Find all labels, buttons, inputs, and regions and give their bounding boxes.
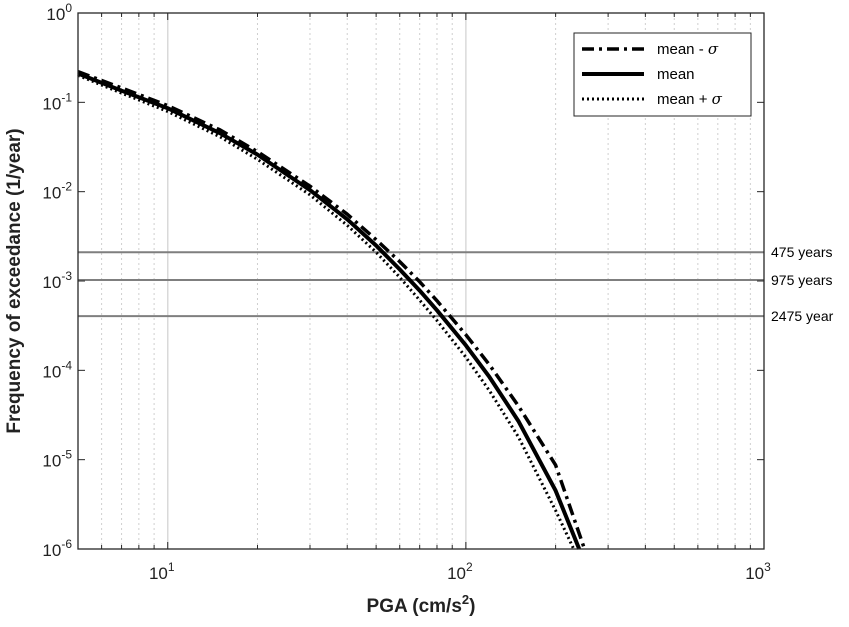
- y-axis-title: Frequency of exceedance (1/year): [4, 128, 25, 433]
- tick-marks: [77, 12, 764, 550]
- y-tick-label: 10-4: [42, 358, 72, 381]
- x-tick-label: 103: [745, 560, 771, 583]
- y-tick-label: 100: [46, 1, 72, 24]
- x-axis-title-superscript: 2: [462, 592, 469, 607]
- series-lines: [77, 70, 587, 550]
- series-line-dashdot: [77, 70, 587, 550]
- series-line-solid: [77, 71, 582, 550]
- legend-entry-label: mean - σ: [657, 40, 719, 58]
- reference-line-label: 475 years: [771, 244, 832, 260]
- y-tick-label: 10-6: [42, 537, 72, 560]
- y-tick-label: 10-1: [42, 90, 72, 113]
- reference-line-label: 2475 year: [771, 308, 834, 324]
- x-axis-title-text: PGA (cm/s: [367, 596, 462, 617]
- y-tick-label: 10-5: [42, 448, 72, 471]
- reference-lines: 475 years 975 years 2475 year: [78, 244, 834, 324]
- reference-line-label: 975 years: [771, 272, 832, 288]
- legend-entry-label: mean: [657, 66, 695, 83]
- legend: mean - σ mean mean + σ: [573, 32, 752, 117]
- tick-labels: 101 102 103 100 10-1 10-2 10-3 10-4 10-5 10-6: [42, 1, 771, 583]
- y-tick-label: 10-3: [42, 269, 72, 292]
- x-axis-title: PGA (cm/s2): [367, 592, 476, 617]
- series-line-dotted: [77, 74, 576, 550]
- legend-entry-label: mean + σ: [657, 90, 723, 108]
- x-tick-label: 101: [149, 560, 175, 583]
- x-axis-title-suffix: ): [469, 596, 475, 617]
- y-tick-label: 10-2: [42, 180, 72, 203]
- x-tick-label: 102: [447, 560, 473, 583]
